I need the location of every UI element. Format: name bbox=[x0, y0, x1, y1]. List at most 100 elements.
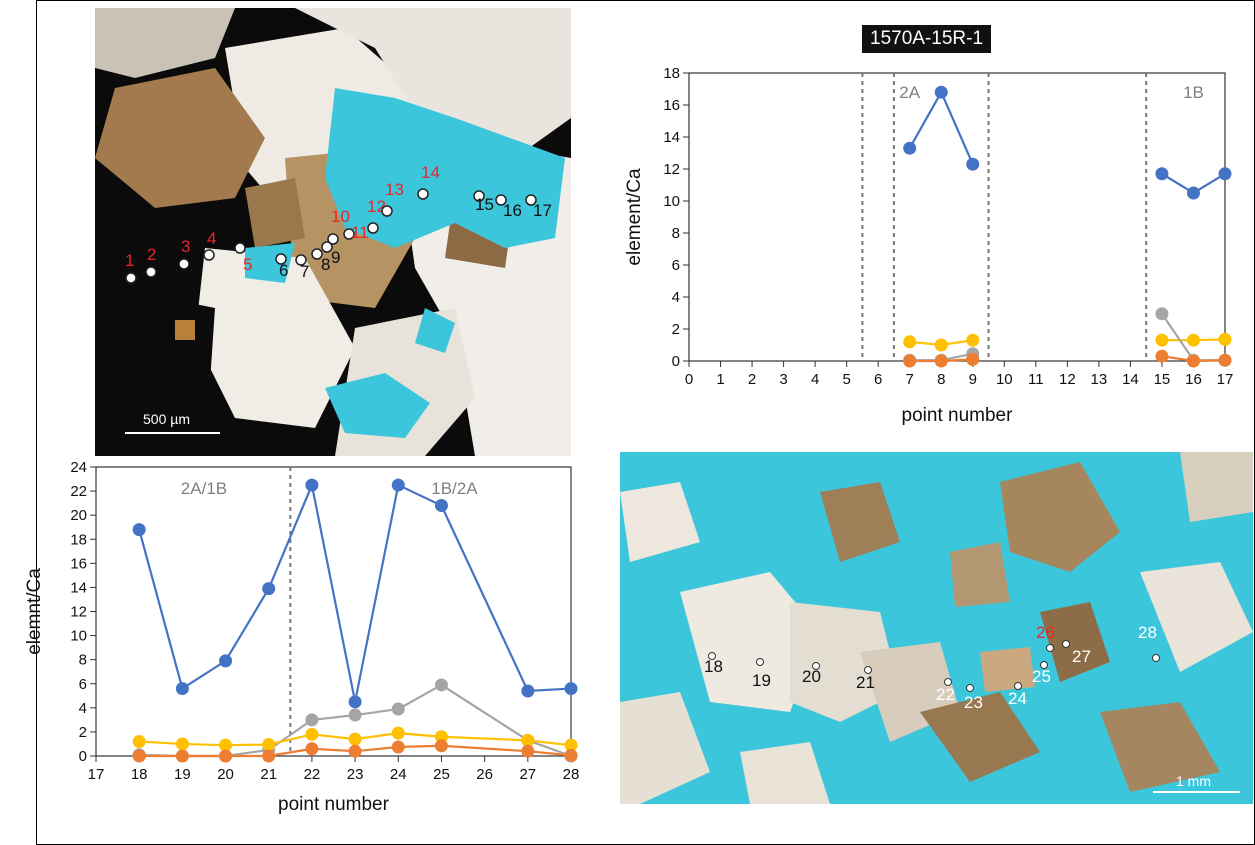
analysis-point-label-1: 1 bbox=[125, 251, 134, 270]
chart-top-series-line-blue bbox=[908, 89, 974, 165]
analysis-point-label-15: 15 bbox=[475, 195, 494, 214]
chart-top-xtick-label: 2 bbox=[748, 371, 756, 388]
analysis-point-label-23: 23 bbox=[964, 693, 983, 712]
analysis-point-4 bbox=[203, 249, 215, 261]
chart-bottom-ytick-label: 24 bbox=[70, 459, 87, 476]
chart-bottom-series-line-yellow bbox=[139, 732, 572, 747]
chart-top-point-yellow bbox=[934, 338, 948, 352]
chart-bottom-xtick-label: 27 bbox=[519, 766, 536, 783]
chart-bottom-x-axis-title: point number bbox=[278, 794, 390, 815]
chart-bottom-xtick-label: 18 bbox=[131, 766, 148, 783]
chart-bottom-point-blue bbox=[434, 499, 448, 513]
analysis-point-28 bbox=[1152, 654, 1160, 662]
analysis-point-label-21: 21 bbox=[856, 673, 875, 692]
chart-bottom-xtick-label: 19 bbox=[174, 766, 191, 783]
chart-bottom-point-orange bbox=[521, 744, 535, 758]
chart-top-ytick-label: 2 bbox=[672, 321, 680, 338]
chart-top-plot-area bbox=[688, 72, 1226, 362]
chart-bottom-point-blue bbox=[262, 582, 276, 596]
chart-bottom-point-blue bbox=[521, 684, 535, 698]
chart-top-point-orange bbox=[1218, 353, 1232, 367]
chart-bottom-point-gray bbox=[305, 713, 319, 727]
chart-top-xtick-label: 15 bbox=[1154, 371, 1171, 388]
chart-bottom-xtick-label: 21 bbox=[260, 766, 277, 783]
chart-bottom-point-orange bbox=[132, 749, 146, 763]
analysis-point-label-16: 16 bbox=[503, 201, 522, 220]
chart-top-point-orange bbox=[966, 352, 980, 366]
chart-top-ytick-label: 18 bbox=[663, 65, 680, 82]
chart-bottom-point-blue bbox=[175, 682, 189, 696]
analysis-point-label-12: 12 bbox=[367, 197, 386, 216]
chart-bottom-point-blue bbox=[132, 523, 146, 537]
chart-bottom-point-gray bbox=[434, 678, 448, 692]
analysis-point-1 bbox=[125, 272, 137, 284]
analysis-point-label-24: 24 bbox=[1008, 689, 1027, 708]
chart-top-xtick-label: 0 bbox=[685, 371, 693, 388]
chart-top-zone-annotation: 1B bbox=[1183, 83, 1204, 102]
scale-bar-bottom-label: 1 mm bbox=[1176, 773, 1211, 789]
chart-bottom-series-line-blue bbox=[138, 481, 572, 703]
chart-bottom-plot-area bbox=[95, 466, 572, 757]
chart-top-ytick-label: 6 bbox=[672, 257, 680, 274]
chart-top-ytick-label: 8 bbox=[672, 225, 680, 242]
chart-bottom-ytick-label: 20 bbox=[70, 507, 87, 524]
chart-bottom-point-orange bbox=[305, 742, 319, 756]
analysis-point-7 bbox=[295, 254, 307, 266]
analysis-point-label-2: 2 bbox=[147, 245, 156, 264]
analysis-point-26 bbox=[1046, 644, 1054, 652]
chart-top-xtick-label: 8 bbox=[937, 371, 945, 388]
chart-bottom-point-orange bbox=[262, 749, 276, 763]
chart-top-ytick-label: 10 bbox=[663, 193, 680, 210]
chart-bottom-ytick-label: 8 bbox=[79, 652, 87, 669]
analysis-point-label-25: 25 bbox=[1032, 667, 1051, 686]
chart-bottom: 0 2 4 6 8 10 12 14 16 18 20 22 24 17 18 19 20 21 22 23 24 25 2… bbox=[10, 455, 600, 835]
chart-top-point-blue bbox=[1155, 167, 1169, 181]
chart-bottom-point-yellow bbox=[391, 726, 405, 740]
chart-bottom-zone-annotation: 2A/1B bbox=[181, 479, 227, 498]
analysis-point-label-7: 7 bbox=[300, 262, 309, 281]
chart-bottom-point-blue bbox=[564, 682, 578, 696]
photomicrograph-bottom: 18 19 20 21 22 23 24 25 26 27 28 1 mm bbox=[620, 452, 1253, 804]
chart-bottom-point-orange bbox=[219, 749, 233, 763]
chart-top-xtick-label: 9 bbox=[969, 371, 977, 388]
chart-bottom-point-yellow bbox=[132, 735, 146, 749]
chart-bottom-point-yellow bbox=[262, 738, 276, 752]
chart-bottom-point-yellow bbox=[434, 730, 448, 744]
chart-bottom-point-orange bbox=[564, 748, 578, 762]
analysis-point-label-20: 20 bbox=[802, 667, 821, 686]
chart-top-point-gray bbox=[1155, 307, 1169, 321]
analysis-point-14 bbox=[417, 188, 429, 200]
chart-top-point-blue bbox=[966, 157, 980, 171]
analysis-point-label-6: 6 bbox=[279, 261, 288, 280]
chart-top-ytick-label: 12 bbox=[663, 161, 680, 178]
chart-bottom-ytick-label: 0 bbox=[79, 748, 87, 765]
chart-bottom-ytick-label: 12 bbox=[70, 604, 87, 621]
analysis-point-2 bbox=[145, 266, 157, 278]
chart-top-point-orange bbox=[1186, 354, 1200, 368]
analysis-point-label-10: 10 bbox=[331, 207, 350, 226]
analysis-point-12 bbox=[367, 222, 379, 234]
chart-top-xtick-label: 10 bbox=[996, 371, 1013, 388]
chart-top-ytick-label: 0 bbox=[672, 353, 680, 370]
analysis-point-22 bbox=[944, 678, 952, 686]
chart-bottom-ytick-label: 14 bbox=[70, 579, 87, 596]
chart-top-point-yellow bbox=[1155, 333, 1169, 347]
chart-top-ytick-label: 16 bbox=[663, 97, 680, 114]
micro-top-grain bbox=[175, 320, 195, 340]
analysis-point-17 bbox=[525, 194, 537, 206]
chart-bottom-ytick-label: 2 bbox=[79, 724, 87, 741]
chart-top-point-blue bbox=[1218, 167, 1232, 181]
analysis-point-label-26: 26 bbox=[1036, 623, 1055, 642]
chart-top-point-blue bbox=[903, 141, 917, 155]
chart-top: 0 2 4 6 8 10 12 14 16 18 0 1 2 3 4 5 6 7 8 9 10 11 12 13 14 15 16 1… bbox=[600, 60, 1240, 450]
chart-top-ytick-label: 14 bbox=[663, 129, 680, 146]
chart-bottom-point-yellow bbox=[219, 738, 233, 752]
analysis-point-label-9: 9 bbox=[331, 248, 340, 267]
chart-top-point-blue bbox=[934, 85, 948, 99]
chart-top-point-yellow bbox=[903, 335, 917, 349]
chart-bottom-point-yellow bbox=[305, 727, 319, 741]
chart-bottom-ytick-label: 16 bbox=[70, 555, 87, 572]
chart-bottom-point-blue bbox=[305, 478, 319, 492]
